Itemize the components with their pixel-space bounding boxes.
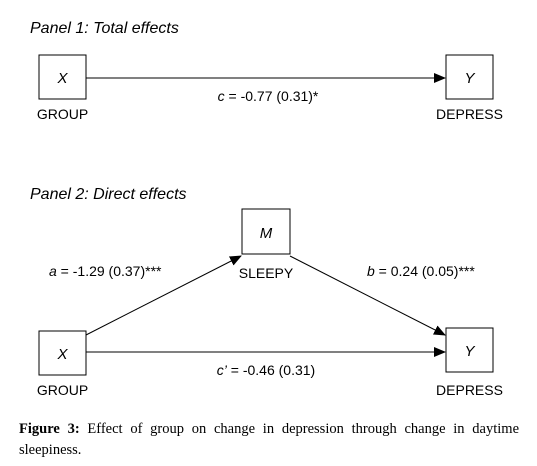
panel2-y-label: DEPRESS xyxy=(436,382,503,398)
panel2-x-label: GROUP xyxy=(37,382,88,398)
panel2-m-symbol: M xyxy=(260,225,273,242)
panel2-path-a-arrow xyxy=(85,255,242,336)
panel1-x-symbol: X xyxy=(56,70,68,87)
panel2-path-a-label: a = -1.29 (0.37)*** xyxy=(49,263,162,279)
panel2-path-c-prime-value: = -0.46 (0.31) xyxy=(227,362,315,378)
panel2-x-node: X xyxy=(38,330,87,376)
figure-caption-text: Effect of group on change in depression … xyxy=(19,421,520,458)
panel1-y-symbol: Y xyxy=(464,70,475,87)
figure-caption-label: Figure 3: xyxy=(19,421,80,437)
panel2-m-label: SLEEPY xyxy=(239,265,294,281)
panel2-path-c-prime-label: c’ = -0.46 (0.31) xyxy=(217,362,315,378)
panel1-path-c-value: = -0.77 (0.31)* xyxy=(225,88,319,104)
panel2-x-symbol: X xyxy=(56,346,68,363)
panel1-path-c-label: c = -0.77 (0.31)* xyxy=(218,88,319,104)
panel1-x-label: GROUP xyxy=(37,106,88,122)
panel1-title: Panel 1: Total effects xyxy=(30,20,179,37)
panel2-path-a-symbol: a xyxy=(49,263,57,279)
panel1-y-node: Y xyxy=(445,54,494,100)
panel2-y-node: Y xyxy=(445,327,494,373)
panel2-title: Panel 2: Direct effects xyxy=(30,186,187,203)
panel2-path-a-value: = -1.29 (0.37)*** xyxy=(57,263,162,279)
panel2-path-c-prime-symbol: c’ xyxy=(217,362,228,378)
panel2-y-symbol: Y xyxy=(464,343,475,360)
panel2-path-b-label: b = 0.24 (0.05)*** xyxy=(367,263,475,279)
panel2-path-b-symbol: b xyxy=(367,263,375,279)
figure-caption: Figure 3: Effect of group on change in d… xyxy=(19,419,519,461)
panel1-x-node: X xyxy=(38,54,87,100)
panel2-path-b-arrow xyxy=(289,255,446,336)
panel2-path-b-value: = 0.24 (0.05)*** xyxy=(375,263,476,279)
panel1-path-c-symbol: c xyxy=(218,88,225,104)
panel1-y-label: DEPRESS xyxy=(436,106,503,122)
panel2-m-node: M xyxy=(241,208,291,255)
